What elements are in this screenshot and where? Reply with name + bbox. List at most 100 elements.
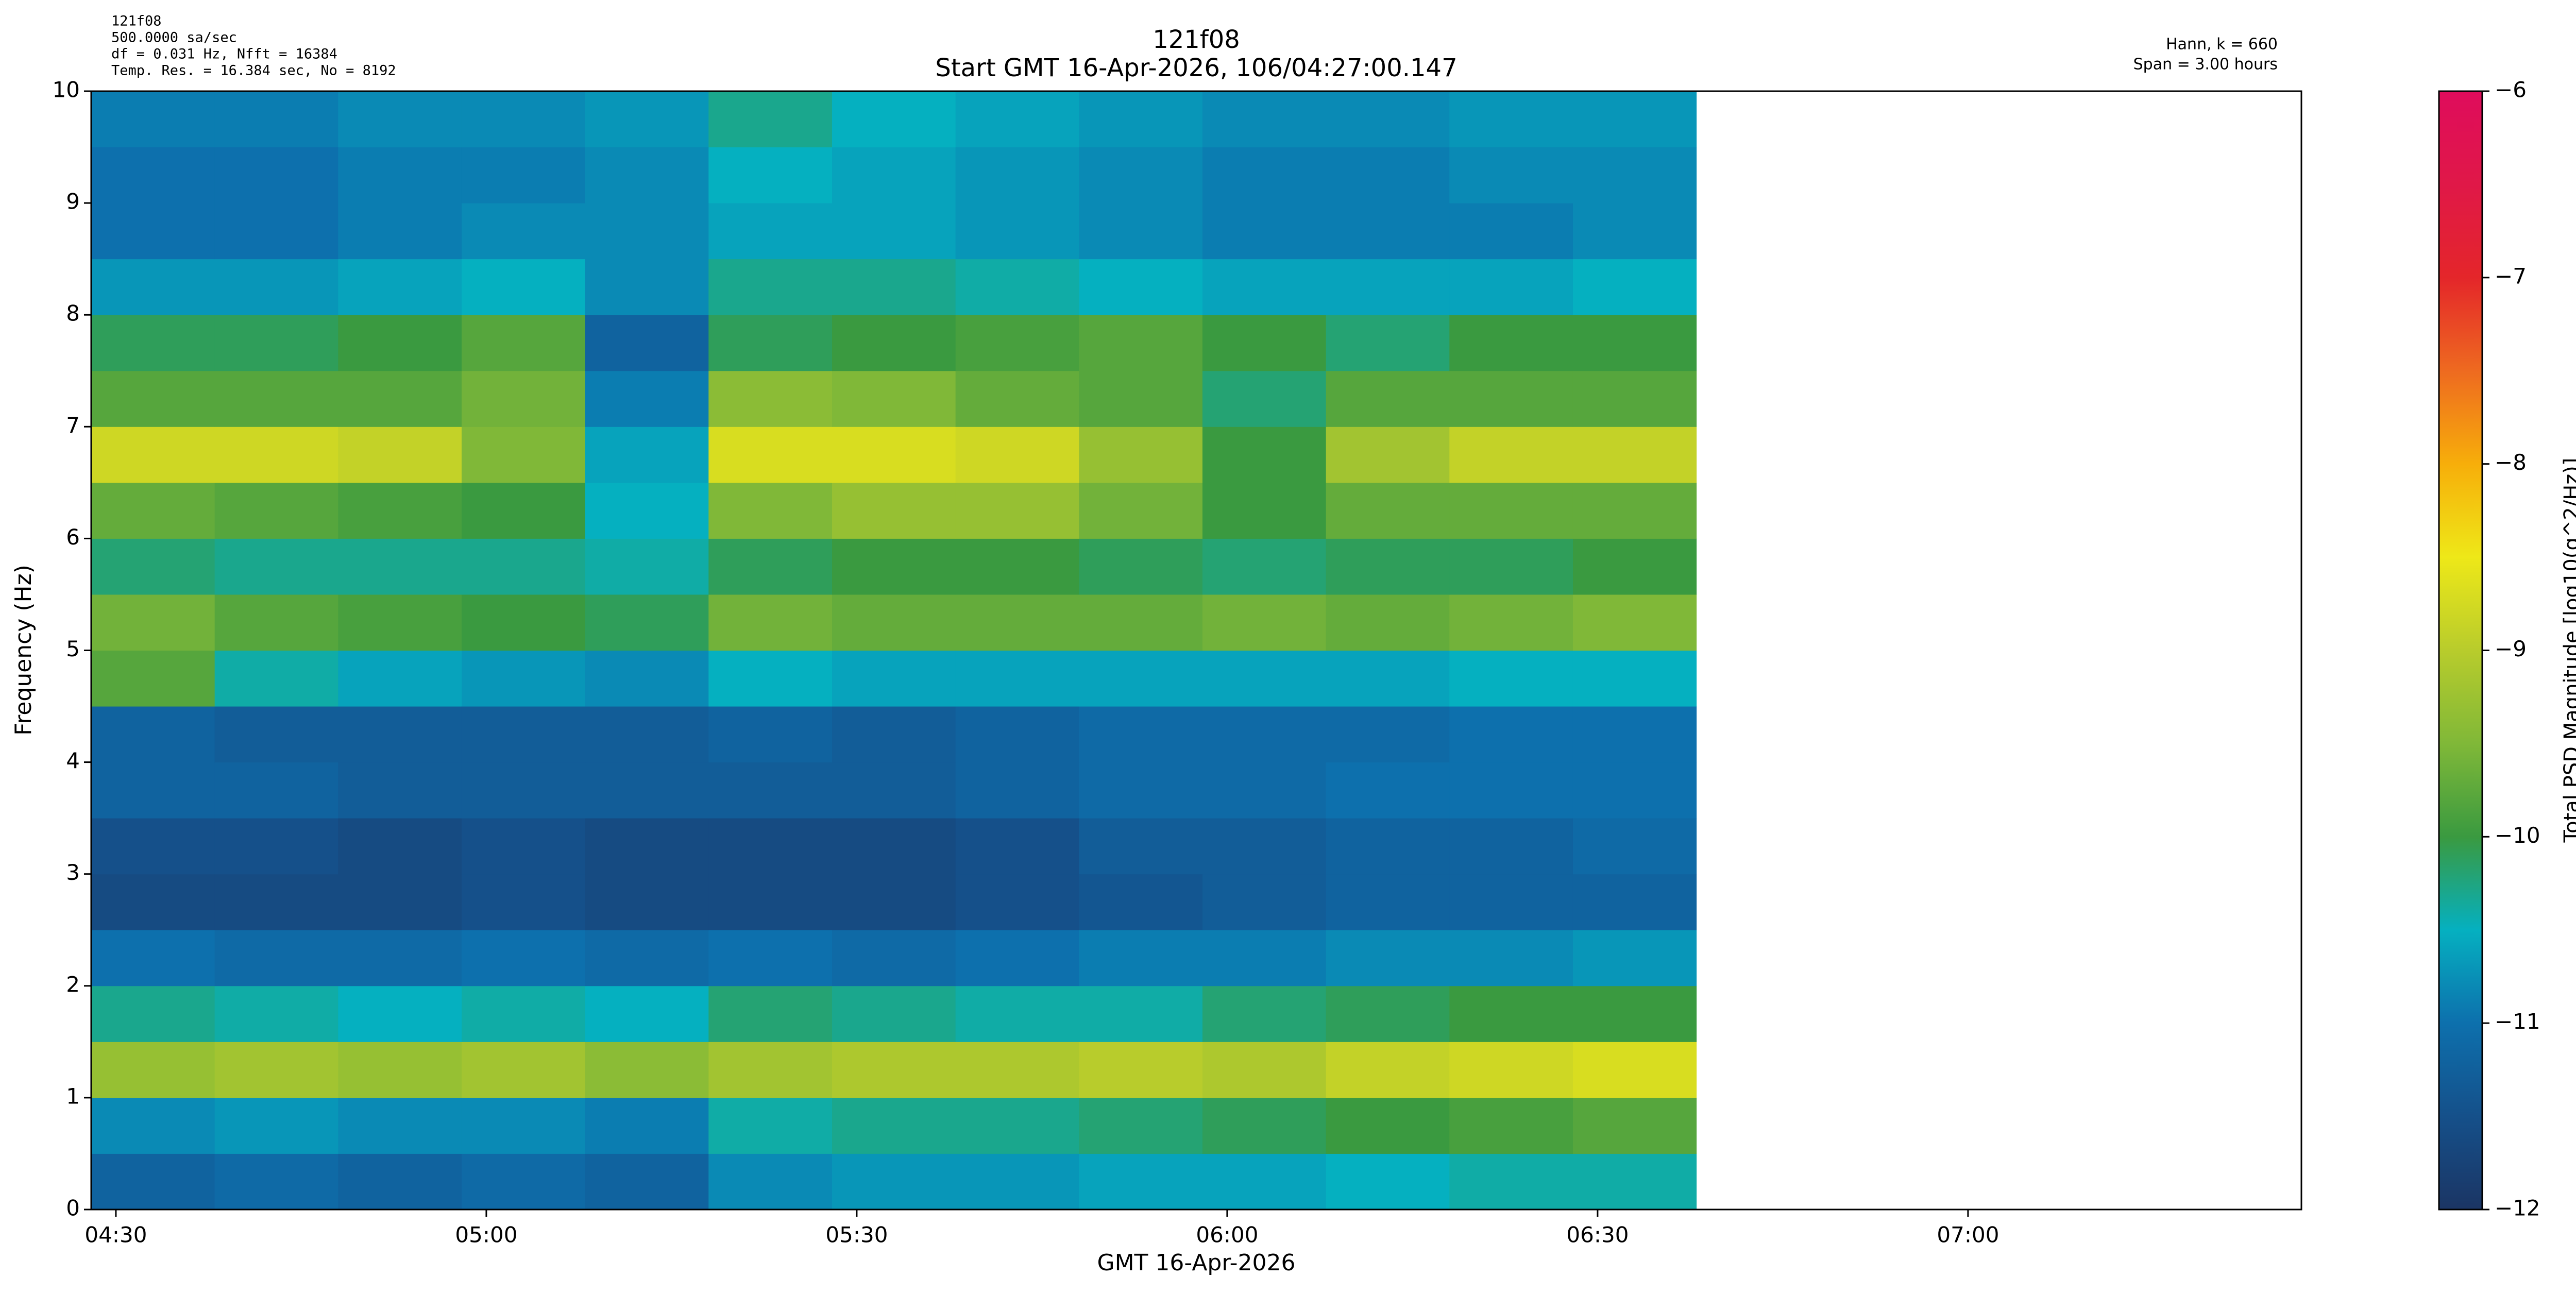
heatmap-cell — [1449, 1097, 1573, 1154]
heatmap-cell — [461, 538, 586, 595]
heatmap-cell — [1572, 370, 1697, 427]
heatmap-cell — [832, 147, 956, 203]
heatmap-cell — [1326, 818, 1450, 875]
heatmap-cell — [214, 594, 338, 651]
y-tick-label: 6 — [66, 524, 80, 550]
heatmap-cell — [1326, 147, 1450, 203]
heatmap-cell — [338, 1097, 462, 1154]
heatmap-cell — [91, 1097, 215, 1154]
heatmap-cell — [1079, 91, 1203, 148]
heatmap-cell — [708, 762, 833, 819]
heatmap-cell — [832, 818, 956, 875]
heatmap-cell — [832, 370, 956, 427]
y-tick-label: 10 — [53, 77, 80, 103]
heatmap-cell — [585, 762, 709, 819]
heatmap-cell — [91, 818, 215, 875]
colorbar — [2438, 90, 2483, 1211]
heatmap-cell — [338, 762, 462, 819]
heatmap-cell — [955, 706, 1079, 763]
heatmap-cell — [585, 594, 709, 651]
heatmap-cell — [91, 874, 215, 930]
heatmap-cell — [1326, 594, 1450, 651]
heatmap-cell — [955, 203, 1079, 260]
heatmap-cell — [461, 985, 586, 1042]
x-axis-label: GMT 16-Apr-2026 — [1097, 1250, 1296, 1276]
heatmap-cell — [585, 874, 709, 930]
heatmap-cell — [1202, 427, 1327, 483]
heatmap-cell — [1326, 1097, 1450, 1154]
heatmap-cell — [1326, 91, 1450, 148]
heatmap-cell — [214, 203, 338, 260]
heatmap-cell — [214, 650, 338, 707]
heatmap-cell — [955, 930, 1079, 986]
heatmap-cell — [1079, 650, 1203, 707]
header-note: Hann, k = 660 — [2166, 36, 2278, 54]
heatmap-cell — [955, 594, 1079, 651]
heatmap-cell — [1449, 203, 1573, 260]
heatmap-cell — [1572, 427, 1697, 483]
heatmap-cell — [1202, 1042, 1327, 1098]
heatmap-cell — [1326, 874, 1450, 930]
header-note: 121f08 — [111, 13, 162, 29]
heatmap-cell — [1079, 1097, 1203, 1154]
heatmap-cell — [955, 91, 1079, 148]
heatmap-cell — [708, 985, 833, 1042]
heatmap-cell — [832, 874, 956, 930]
heatmap-cell — [1449, 874, 1573, 930]
heatmap-cell — [955, 762, 1079, 819]
heatmap-cell — [955, 315, 1079, 371]
heatmap-cell — [832, 930, 956, 986]
heatmap-cell — [1449, 762, 1573, 819]
heatmap-cell — [585, 985, 709, 1042]
heatmap-cell — [1326, 762, 1450, 819]
heatmap-cell — [1449, 538, 1573, 595]
heatmap-cell — [338, 482, 462, 539]
heatmap-cell — [91, 91, 215, 148]
heatmap-cell — [585, 482, 709, 539]
heatmap-cell — [338, 259, 462, 315]
heatmap-cell — [1202, 985, 1327, 1042]
heatmap-cell — [1079, 594, 1203, 651]
heatmap-cell — [585, 930, 709, 986]
heatmap-cell — [708, 482, 833, 539]
y-axis-label: Frequency (Hz) — [10, 565, 37, 736]
heatmap-cell — [708, 818, 833, 875]
heatmap-cell — [585, 818, 709, 875]
x-tick-label: 05:30 — [825, 1222, 888, 1248]
heatmap-cell — [708, 427, 833, 483]
heatmap-cell — [832, 1042, 956, 1098]
heatmap-cell — [1449, 427, 1573, 483]
heatmap-cell — [1202, 91, 1327, 148]
heatmap-cell — [1202, 259, 1327, 315]
heatmap-cell — [708, 874, 833, 930]
heatmap-cell — [1449, 985, 1573, 1042]
heatmap-cell — [955, 1153, 1079, 1210]
heatmap-cell — [91, 315, 215, 371]
heatmap-cell — [1449, 706, 1573, 763]
heatmap-cell — [955, 427, 1079, 483]
heatmap-cell — [585, 1097, 709, 1154]
heatmap-cell — [585, 706, 709, 763]
y-tick-label: 5 — [66, 636, 80, 661]
colorbar-label: Total PSD Magnitude [log10(g^2/Hz)] — [2560, 458, 2576, 843]
heatmap-cell — [1449, 818, 1573, 875]
heatmap-cell — [461, 1097, 586, 1154]
heatmap-cell — [585, 538, 709, 595]
heatmap-cell — [585, 370, 709, 427]
heatmap-cell — [461, 650, 586, 707]
chart-subtitle: Start GMT 16-Apr-2026, 106/04:27:00.147 — [935, 54, 1457, 82]
heatmap-cell — [832, 482, 956, 539]
heatmap-cell — [955, 147, 1079, 203]
heatmap-cell — [1572, 91, 1697, 148]
heatmap-cell — [214, 147, 338, 203]
heatmap-cell — [91, 706, 215, 763]
heatmap-cell — [91, 370, 215, 427]
heatmap-cell — [461, 1042, 586, 1098]
heatmap-cell — [1202, 370, 1327, 427]
heatmap-cell — [1079, 706, 1203, 763]
heatmap-cell — [1326, 1042, 1450, 1098]
colorbar-tick-label: −8 — [2495, 450, 2527, 475]
heatmap-cell — [91, 1042, 215, 1098]
heatmap-cell — [338, 315, 462, 371]
heatmap-cell — [1202, 482, 1327, 539]
